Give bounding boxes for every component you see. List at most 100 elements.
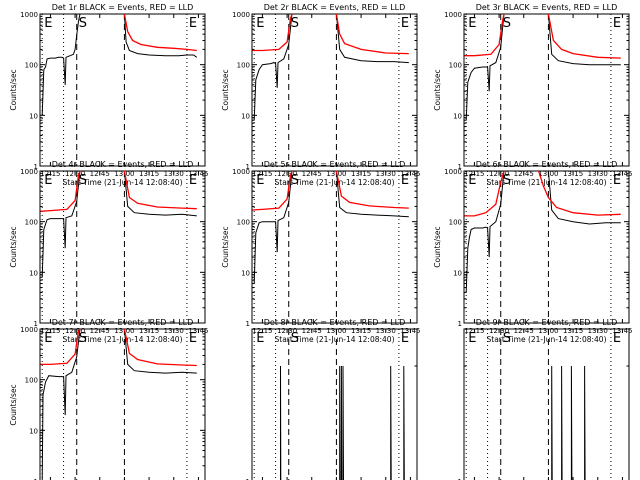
marker-label-s: S xyxy=(291,173,299,188)
lld-series-line xyxy=(40,171,81,212)
chart-panel-7: Det 7r BLACK = Events, RED = LLD12:1512:… xyxy=(9,318,206,480)
events-series-line xyxy=(253,171,293,284)
x-axis-label: Start Time (21-Jun-14 12:08:40) xyxy=(63,178,183,187)
lld-series-line xyxy=(335,171,409,209)
marker-label-e: E xyxy=(401,173,409,188)
marker-label-e: E xyxy=(44,331,52,346)
events-series-line xyxy=(465,14,505,121)
y-tick-label: 1 xyxy=(246,163,250,171)
y-tick-label: 1000 xyxy=(20,326,38,334)
y-tick-label: 1 xyxy=(34,163,38,171)
lld-series-line xyxy=(252,171,293,211)
plot-frame xyxy=(39,13,206,167)
x-axis-label: Start Time (21-Jun-14 12:08:40) xyxy=(275,335,395,344)
events-series-line xyxy=(123,329,197,374)
y-tick-label: 1000 xyxy=(232,11,250,19)
lld-series-line xyxy=(123,14,197,52)
marker-label-e: E xyxy=(256,173,264,188)
events-series-line xyxy=(465,171,505,293)
events-series-line xyxy=(547,171,621,225)
marker-label-e: E xyxy=(613,173,621,188)
marker-label-s: S xyxy=(79,331,87,346)
events-series-line xyxy=(41,14,81,116)
y-tick-label: 1000 xyxy=(444,11,462,19)
chart-title: Det 8r BLACK = Events, RED = LLD xyxy=(264,318,406,327)
series-group xyxy=(464,14,621,121)
marker-label-s: S xyxy=(291,16,299,31)
lld-series-line xyxy=(464,14,505,57)
marker-label-e: E xyxy=(468,16,476,31)
chart-title: Det 9r BLACK = Events, RED = LLD xyxy=(476,318,618,327)
series-group xyxy=(40,171,197,278)
chart-panel-9: Det 9r BLACK = Events, RED = LLD12:1512:… xyxy=(458,318,630,480)
y-tick-label: 100 xyxy=(25,377,38,385)
lld-series-line xyxy=(537,171,621,216)
series-group xyxy=(464,171,621,293)
marker-label-e: E xyxy=(189,173,197,188)
lld-series-line xyxy=(123,171,197,210)
plot-frame xyxy=(463,328,630,480)
marker-label-e: E xyxy=(468,331,476,346)
series-group xyxy=(280,365,405,480)
y-tick-label: 1000 xyxy=(20,168,38,176)
y-tick-label: 1 xyxy=(458,478,462,480)
y-tick-label: 100 xyxy=(237,219,250,227)
y-tick-label: 1 xyxy=(458,320,462,328)
chart-title: Det 7r BLACK = Events, RED = LLD xyxy=(52,318,194,327)
y-tick-label: 10 xyxy=(453,269,462,277)
y-tick-label: 1000 xyxy=(444,168,462,176)
y-tick-label: 1 xyxy=(246,478,250,480)
y-axis-label: Counts/sec xyxy=(221,69,230,110)
chart-title: Det 6r BLACK = Events, RED = LLD xyxy=(476,160,618,169)
marker-label-e: E xyxy=(401,331,409,346)
chart-title: Det 2r BLACK = Events, RED = LLD xyxy=(264,3,406,12)
y-tick-label: 1 xyxy=(34,320,38,328)
plot-frame xyxy=(463,13,630,167)
marker-label-s: S xyxy=(291,331,299,346)
marker-label-e: E xyxy=(189,16,197,31)
y-tick-label: 1000 xyxy=(232,168,250,176)
plot-frame xyxy=(251,328,418,480)
chart-panel-6: Det 6r BLACK = Events, RED = LLD12:1512:… xyxy=(433,160,633,344)
chart-title: Det 3r BLACK = Events, RED = LLD xyxy=(476,3,618,12)
plot-frame xyxy=(39,328,206,480)
series-group xyxy=(40,329,197,480)
marker-label-e: E xyxy=(401,16,409,31)
plot-frame xyxy=(251,13,418,167)
chart-panel-4: Det 4r BLACK = Events, RED = LLD12:1512:… xyxy=(9,160,209,344)
marker-label-e: E xyxy=(613,16,621,31)
y-axis-label: Counts/sec xyxy=(9,226,18,267)
events-series-line xyxy=(280,365,405,480)
lld-series-line xyxy=(464,171,505,217)
y-axis-label: Counts/sec xyxy=(9,384,18,425)
events-series-line xyxy=(41,171,81,278)
x-axis-label: Start Time (21-Jun-14 12:08:40) xyxy=(487,178,607,187)
marker-label-s: S xyxy=(79,16,87,31)
y-tick-label: 10 xyxy=(29,112,38,120)
y-tick-label: 10 xyxy=(241,269,250,277)
y-tick-label: 100 xyxy=(25,219,38,227)
chart-title: Det 4r BLACK = Events, RED = LLD xyxy=(52,160,194,169)
y-tick-label: 100 xyxy=(237,62,250,70)
x-axis-label: Start Time (21-Jun-14 12:08:40) xyxy=(487,335,607,344)
lld-series-line xyxy=(335,14,409,55)
marker-label-s: S xyxy=(503,173,511,188)
y-axis-label: Counts/sec xyxy=(433,69,442,110)
x-axis-label: Start Time (21-Jun-14 12:08:40) xyxy=(63,335,183,344)
y-tick-label: 10 xyxy=(29,269,38,277)
series-group xyxy=(551,365,586,480)
marker-label-e: E xyxy=(613,331,621,346)
events-series-line xyxy=(123,14,198,58)
y-tick-label: 10 xyxy=(453,112,462,120)
x-axis-label: Start Time (21-Jun-14 12:08:40) xyxy=(275,178,395,187)
events-series-line xyxy=(41,329,81,480)
chart-title: Det 1r BLACK = Events, RED = LLD xyxy=(52,3,194,12)
events-series-line xyxy=(335,171,409,218)
y-axis-label: Counts/sec xyxy=(9,69,18,110)
y-tick-label: 1 xyxy=(458,163,462,171)
lld-series-line xyxy=(40,329,81,366)
marker-label-s: S xyxy=(503,16,511,31)
chart-panel-8: Det 8r BLACK = Events, RED = LLD12:1512:… xyxy=(246,318,418,480)
lld-series-line xyxy=(123,329,197,367)
marker-label-e: E xyxy=(256,331,264,346)
